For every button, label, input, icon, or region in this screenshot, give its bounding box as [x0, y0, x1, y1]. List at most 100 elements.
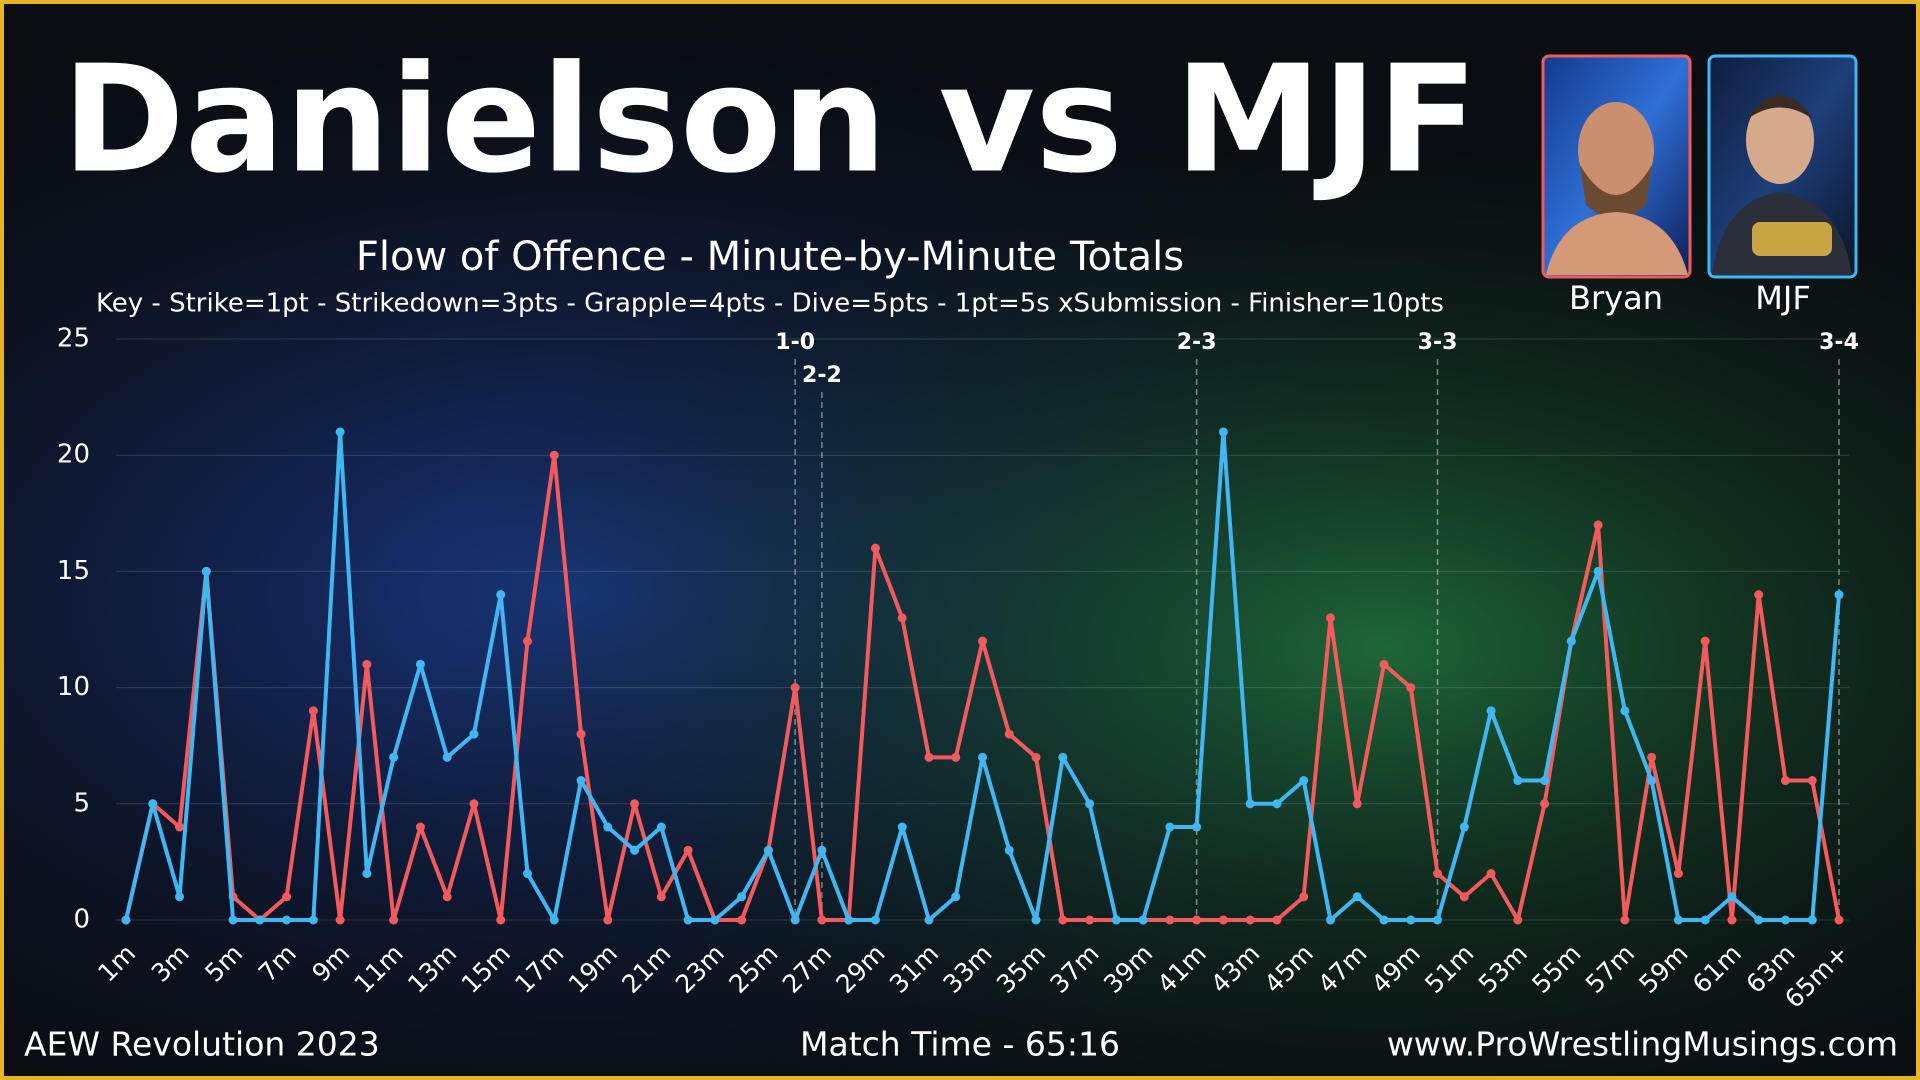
- data-point: [683, 915, 693, 925]
- data-point: [1807, 776, 1817, 786]
- data-point: [1807, 915, 1817, 925]
- data-point: [1754, 590, 1764, 600]
- data-point: [1700, 915, 1710, 925]
- photo-bryan: [1541, 54, 1692, 279]
- data-point: [415, 822, 425, 832]
- y-tick-label: 10: [57, 672, 90, 702]
- data-point: [1513, 776, 1523, 786]
- data-point: [389, 752, 399, 762]
- data-point: [1486, 869, 1496, 879]
- data-point: [415, 659, 425, 669]
- data-point: [1406, 683, 1416, 693]
- chart-key: Key - Strike=1pt - Strikedown=3pts - Gra…: [96, 289, 1444, 319]
- data-point: [282, 915, 292, 925]
- data-point: [710, 915, 720, 925]
- data-point: [1647, 752, 1657, 762]
- data-point: [1111, 915, 1121, 925]
- photo-head: [1746, 96, 1814, 184]
- data-point: [603, 822, 613, 832]
- data-point: [228, 915, 238, 925]
- data-point: [522, 869, 532, 879]
- data-point: [1299, 892, 1309, 902]
- data-point: [121, 915, 131, 925]
- photo-hair: [1746, 95, 1814, 120]
- data-point: [1433, 915, 1443, 925]
- data-point: [496, 590, 506, 600]
- data-point: [870, 915, 880, 925]
- data-point: [522, 636, 532, 646]
- data-point: [1593, 566, 1603, 576]
- data-point: [549, 450, 559, 460]
- data-point: [1540, 776, 1550, 786]
- data-point: [1513, 915, 1523, 925]
- data-point: [1031, 752, 1041, 762]
- chart-title: Danielson vs MJF: [62, 34, 1478, 206]
- footer-left: AEW Revolution 2023: [24, 1025, 380, 1064]
- footer-center: Match Time - 65:16: [800, 1025, 1120, 1064]
- data-point: [1245, 915, 1255, 925]
- data-point: [1459, 822, 1469, 832]
- chart-subtitle: Flow of Offence - Minute-by-Minute Total…: [356, 234, 1184, 280]
- data-point: [1834, 915, 1844, 925]
- data-point: [603, 915, 613, 925]
- data-point: [1085, 915, 1095, 925]
- data-point: [1379, 915, 1389, 925]
- data-point: [1754, 915, 1764, 925]
- data-point: [1058, 752, 1068, 762]
- data-point: [469, 799, 479, 809]
- data-point: [549, 915, 559, 925]
- data-point: [442, 752, 452, 762]
- data-point: [844, 915, 854, 925]
- data-point: [683, 845, 693, 855]
- photo-beard: [1580, 165, 1652, 219]
- y-tick-label: 25: [57, 324, 90, 354]
- data-point: [362, 659, 372, 669]
- data-point: [790, 683, 800, 693]
- data-point: [496, 915, 506, 925]
- annotation-label: 2-3: [1177, 330, 1217, 355]
- data-point: [1058, 915, 1068, 925]
- annotation-label: 3-3: [1418, 330, 1458, 355]
- data-point: [1620, 706, 1630, 716]
- data-point: [951, 892, 961, 902]
- photo-head: [1578, 102, 1654, 198]
- data-point: [870, 543, 880, 553]
- data-point: [1192, 915, 1202, 925]
- data-point: [1352, 892, 1362, 902]
- data-point: [1352, 799, 1362, 809]
- annotation-label: 2-2: [802, 363, 842, 388]
- data-point: [1325, 613, 1335, 623]
- data-point: [1834, 590, 1844, 600]
- y-tick-label: 5: [73, 788, 90, 818]
- data-point: [1780, 776, 1790, 786]
- data-point: [630, 799, 640, 809]
- data-point: [1486, 706, 1496, 716]
- data-point: [255, 915, 265, 925]
- data-point: [1459, 892, 1469, 902]
- y-tick-label: 20: [57, 440, 90, 470]
- data-point: [308, 915, 318, 925]
- data-point: [1406, 915, 1416, 925]
- data-point: [1031, 915, 1041, 925]
- data-point: [576, 729, 586, 739]
- data-point: [1727, 915, 1737, 925]
- data-point: [1165, 822, 1175, 832]
- data-point: [1673, 915, 1683, 925]
- y-tick-label: 15: [57, 556, 90, 586]
- data-point: [362, 869, 372, 879]
- data-point: [1245, 799, 1255, 809]
- footer-right: www.ProWrestlingMusings.com: [1387, 1025, 1898, 1064]
- data-point: [978, 636, 987, 646]
- data-point: [1165, 915, 1175, 925]
- data-point: [576, 776, 586, 786]
- data-point: [1138, 915, 1148, 925]
- photo-belt: [1752, 222, 1832, 256]
- data-point: [1218, 427, 1228, 437]
- data-point: [1379, 659, 1389, 669]
- data-point: [201, 566, 211, 576]
- annotation-label: 1-0: [775, 330, 815, 355]
- data-point: [175, 822, 185, 832]
- data-point: [1540, 799, 1550, 809]
